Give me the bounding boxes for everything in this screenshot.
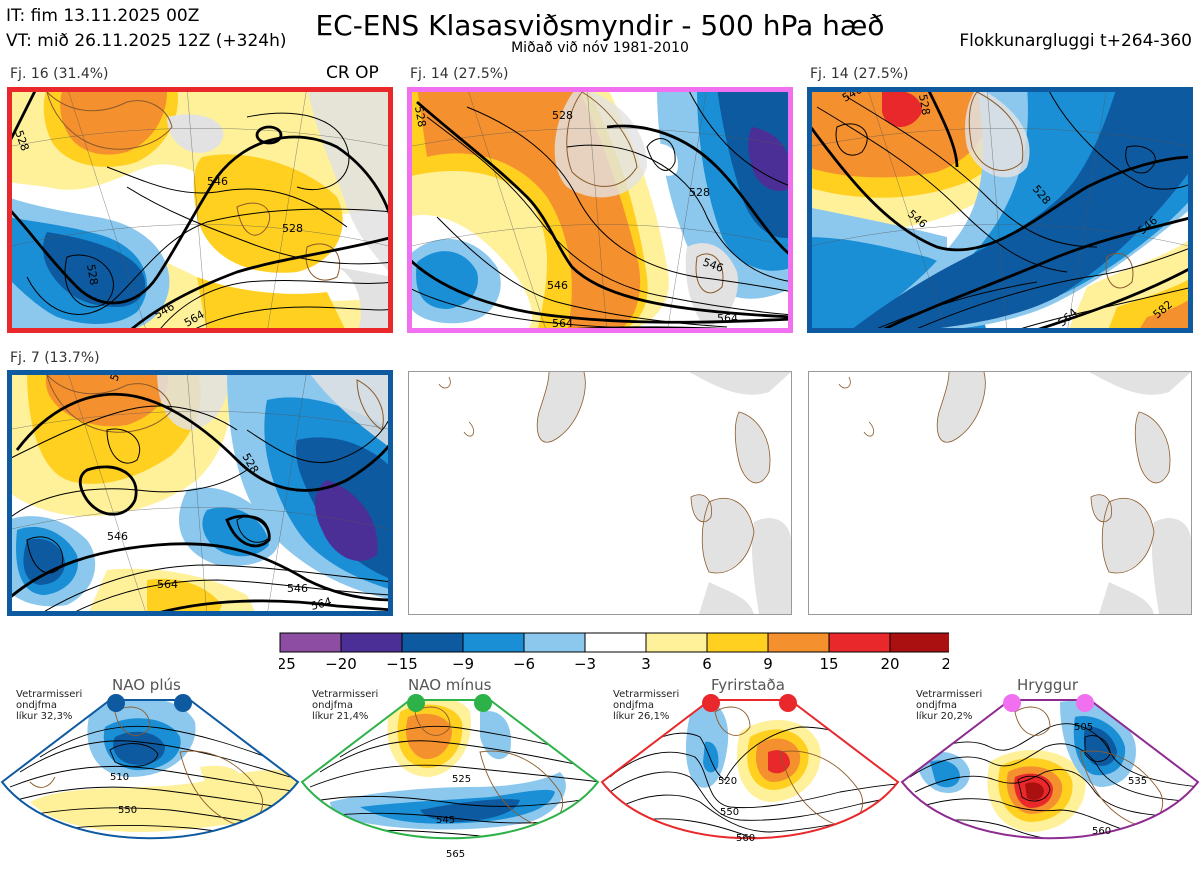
r1-contour-label: 510 xyxy=(110,772,129,783)
r2-contour-label: 545 xyxy=(436,815,455,826)
cluster-1-label: Fj. 16 (31.4%) xyxy=(10,66,109,82)
r4-contour-label: 505 xyxy=(1074,722,1093,733)
c1-contour-label: 546 xyxy=(207,175,228,188)
colorbar-swatch xyxy=(828,632,891,653)
colorbar-tick-label: 20 xyxy=(880,655,899,673)
r3-contour-label: 520 xyxy=(718,776,737,787)
r4-contour-label: 560 xyxy=(1092,826,1111,837)
c1-contour-label: 528 xyxy=(282,222,303,235)
regime-4-dot xyxy=(1003,694,1021,712)
r4-contour-label: 535 xyxy=(1128,776,1147,787)
c2-contour-label: 546 xyxy=(547,279,568,292)
c4-contour-label: 546 xyxy=(107,530,128,543)
cluster-1-map: 528 528 546 528 546 564 xyxy=(7,87,393,333)
cluster-window: Flokkunargluggi t+264-360 xyxy=(959,31,1192,51)
colorbar-tick-label: 15 xyxy=(819,655,838,673)
r1-contour-label: 550 xyxy=(118,805,137,816)
c1-contour-label: 528 xyxy=(84,263,100,286)
cluster-3-map: 546 528 546 528 546 564 582 xyxy=(807,87,1193,333)
c2-contour-label: 528 xyxy=(412,105,428,128)
c2-contour-label: 564 xyxy=(717,312,738,325)
regime-nao-plus-map: 510 550 xyxy=(0,692,302,877)
regime-4-note: Vetrarmisseri ondjfma líkur 20,2% xyxy=(916,689,983,722)
colorbar-swatch xyxy=(462,632,525,653)
colorbar-tick-label: 9 xyxy=(763,655,773,673)
r2-contour-label: 525 xyxy=(452,774,471,785)
regime-nao-minus-map: 525 545 565 xyxy=(300,692,602,877)
colorbar-tick-label: −25 xyxy=(279,655,296,673)
cluster-2-label: Fj. 14 (27.5%) xyxy=(410,66,509,82)
regime-4-dot xyxy=(1076,694,1094,712)
regime-1-dot xyxy=(107,694,125,712)
regime-2-note: Vetrarmisseri ondjfma líkur 21,4% xyxy=(312,689,379,722)
regime-2-dot xyxy=(407,694,425,712)
cluster-3-label: Fj. 14 (27.5%) xyxy=(810,66,909,82)
colorbar-swatch xyxy=(706,632,769,653)
empty-map-2 xyxy=(808,371,1192,615)
colorbar-swatch xyxy=(645,632,708,653)
colorbar-tick-label: −15 xyxy=(386,655,418,673)
cluster-2-map: 528 528 528 546 546 564 564 xyxy=(407,87,793,333)
regime-1-note: Vetrarmisseri ondjfma líkur 32,3% xyxy=(16,689,83,722)
colorbar-tick-label: 6 xyxy=(702,655,712,673)
cluster-1-tag: CR OP xyxy=(326,63,379,83)
regime-2-title: NAO mínus xyxy=(408,676,492,694)
regime-4-title: Hryggur xyxy=(1017,676,1079,694)
regime-ridge-map: 505 535 560 xyxy=(900,692,1200,877)
colorbar-swatch xyxy=(279,632,342,653)
colorbar-swatch xyxy=(340,632,403,653)
regime-3-title: Fyrirstaða xyxy=(711,676,785,694)
r3-contour-label: 550 xyxy=(720,807,739,818)
colorbar-swatch xyxy=(889,632,952,653)
regime-3-dot xyxy=(702,694,720,712)
r3-contour-label: 560 xyxy=(736,833,755,844)
regime-blocking-map: 520 550 560 xyxy=(600,692,902,877)
colorbar: −25 −20 −15 −9 −6 −3 3 6 9 15 20 25 xyxy=(264,632,961,681)
c4-contour-label: 546 xyxy=(287,582,308,595)
colorbar-tick-label: 3 xyxy=(641,655,651,673)
c2-contour-label: 564 xyxy=(552,317,573,330)
c4-contour-label: 564 xyxy=(157,578,178,591)
page-subtitle: Miðað við nóv 1981-2010 xyxy=(511,40,689,56)
empty-map-1 xyxy=(408,371,792,615)
regime-2-dot xyxy=(474,694,492,712)
c3-contour-label: 528 xyxy=(916,93,932,116)
colorbar-tick-label: −9 xyxy=(452,655,474,673)
page-title: EC-ENS Klasasviðsmyndir - 500 hPa hæð xyxy=(315,9,885,42)
colorbar-swatch xyxy=(584,632,647,653)
regime-3-dot xyxy=(779,694,797,712)
c4-contour-label: 564 xyxy=(309,595,333,613)
colorbar-swatch xyxy=(523,632,586,653)
colorbar-tick-label: −6 xyxy=(513,655,535,673)
c2-contour-label: 528 xyxy=(552,109,573,122)
valid-time: VT: mið 26.11.2025 12Z (+324h) xyxy=(6,31,287,51)
colorbar-tick-label: 25 xyxy=(941,655,949,673)
cluster-4-map: 528 528 546 564 546 564 xyxy=(7,370,393,616)
regime-1-title: NAO plús xyxy=(112,676,181,694)
r2-contour-label: 565 xyxy=(446,849,465,860)
colorbar-tick-label: −3 xyxy=(574,655,596,673)
regime-1-dot xyxy=(174,694,192,712)
regime-3-note: Vetrarmisseri ondjfma líkur 26,1% xyxy=(613,689,680,722)
colorbar-swatch xyxy=(767,632,830,653)
colorbar-swatch xyxy=(401,632,464,653)
c2-contour-label: 528 xyxy=(689,186,710,199)
issue-time: IT: fim 13.11.2025 00Z xyxy=(6,6,200,26)
colorbar-tick-label: −20 xyxy=(325,655,357,673)
cluster-4-label: Fj. 7 (13.7%) xyxy=(10,350,100,366)
